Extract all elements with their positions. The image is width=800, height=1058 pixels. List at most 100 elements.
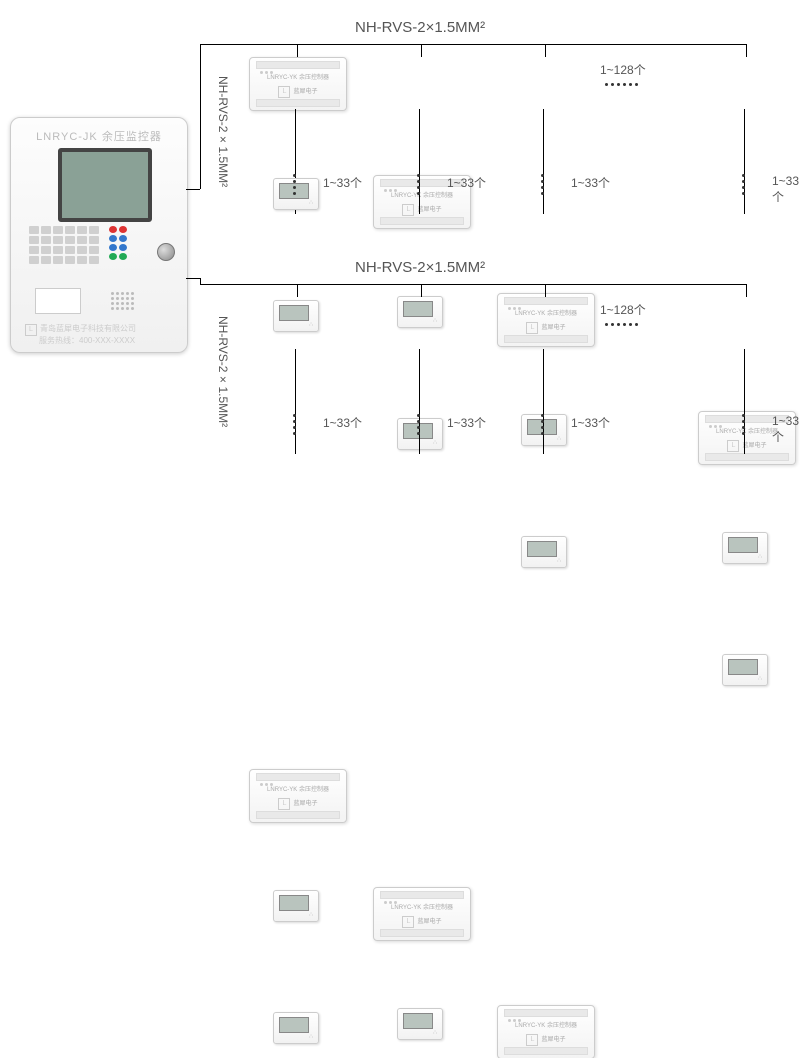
dots-horizontal (605, 323, 638, 326)
panel-dots: ∴ (309, 1033, 314, 1040)
module-label: LNRYC-YK 余压控制器 (250, 72, 346, 81)
panel-dots: ∴ (309, 321, 314, 328)
dots-vertical (742, 414, 745, 435)
panel-unit: ∴ (722, 532, 768, 564)
panel-dots: ∴ (433, 317, 438, 324)
controller-module: LNRYC-YK 余压控制器 L蓝犀电子 (249, 769, 347, 823)
module-label: LNRYC-YK 余压控制器 (374, 902, 470, 911)
dots-horizontal (605, 83, 638, 86)
panel-count-label: 1~33个 (772, 414, 800, 445)
conn-stub-2h (186, 278, 200, 279)
bus-top (200, 44, 746, 45)
drop-line (746, 284, 747, 297)
controller-knob (157, 243, 175, 261)
bus-label-top: NH-RVS-2×1.5MM² (355, 19, 485, 36)
controller-keypad (29, 226, 99, 264)
module-brand: L蓝犀电子 (498, 322, 594, 334)
module-brand: L蓝犀电子 (374, 916, 470, 928)
panel-count-label: 1~33个 (447, 414, 486, 431)
module-logo-icon: L (278, 86, 290, 98)
panel-unit: ∴ (521, 414, 567, 446)
panel-unit: ∴ (397, 1008, 443, 1040)
drop-line (421, 44, 422, 57)
conn-stub-1v (200, 44, 201, 189)
drop-line (297, 284, 298, 297)
module-logo-icon: L (402, 204, 414, 216)
panel-unit: ∴ (722, 654, 768, 686)
controller-module: LNRYC-YK 余压控制器 L蓝犀电子 (249, 57, 347, 111)
panel-count-label: 1~33个 (323, 414, 362, 431)
panel-dots: ∴ (758, 553, 763, 560)
module-logo-icon: L (526, 322, 538, 334)
panel-line (419, 349, 420, 454)
controller-title: LNRYC-JK 余压监控器 (11, 128, 187, 144)
panel-unit: ∴ (273, 178, 319, 210)
bus-bottom (200, 284, 746, 285)
controller-side-buttons (109, 226, 127, 260)
panel-line (744, 109, 745, 214)
panel-line (744, 349, 745, 454)
module-count-label: 1~128个 (600, 61, 646, 78)
dots-vertical (417, 174, 420, 195)
panel-count-label: 1~33个 (571, 174, 610, 191)
panel-unit: ∴ (273, 890, 319, 922)
vert-cable-label-top: NH-RVS-2×1.5MM² (216, 76, 230, 187)
controller-logo-icon: L (25, 324, 37, 336)
panel-line (543, 109, 544, 214)
panel-dots: ∴ (309, 911, 314, 918)
vert-cable-label-bottom: NH-RVS-2×1.5MM² (216, 316, 230, 427)
diagram-canvas: LNRYC-JK 余压监控器 L青岛蓝犀电子科技有限公司 服务热线：400-XX… (0, 0, 800, 529)
panel-lcd (279, 305, 309, 321)
panel-dots: ∴ (557, 557, 562, 564)
module-label: LNRYC-YK 余压控制器 (498, 308, 594, 317)
drop-line (545, 44, 546, 57)
panel-unit: ∴ (397, 296, 443, 328)
panel-lcd (279, 1017, 309, 1033)
panel-dots: ∴ (309, 199, 314, 206)
controller-card-slot (35, 288, 81, 314)
module-count-label: 1~128个 (600, 301, 646, 318)
panel-count-label: 1~33个 (571, 414, 610, 431)
module-label: LNRYC-YK 余压控制器 (498, 1020, 594, 1029)
drop-line (421, 284, 422, 297)
module-brand: L蓝犀电子 (250, 798, 346, 810)
panel-unit: ∴ (397, 418, 443, 450)
panel-line (419, 109, 420, 214)
panel-line (543, 349, 544, 454)
controller-module: LNRYC-YK 余压控制器 L蓝犀电子 (373, 887, 471, 941)
module-brand: L蓝犀电子 (374, 204, 470, 216)
panel-count-label: 1~33个 (447, 174, 486, 191)
module-logo-icon: L (526, 1034, 538, 1046)
dots-vertical (742, 174, 745, 195)
controller-hotline: 服务热线：400-XXX-XXXX (39, 335, 135, 346)
panel-dots: ∴ (758, 675, 763, 682)
module-brand: L蓝犀电子 (498, 1034, 594, 1046)
module-label: LNRYC-YK 余压控制器 (250, 784, 346, 793)
panel-unit: ∴ (521, 536, 567, 568)
panel-unit: ∴ (273, 1012, 319, 1044)
module-logo-icon: L (402, 916, 414, 928)
module-logo-icon: L (278, 798, 290, 810)
panel-lcd (403, 301, 433, 317)
conn-stub-1h (186, 189, 200, 190)
panel-dots: ∴ (433, 1029, 438, 1036)
panel-count-label: 1~33个 (772, 174, 800, 205)
dots-vertical (541, 174, 544, 195)
panel-line (295, 349, 296, 454)
drop-line (746, 44, 747, 57)
dots-vertical (293, 414, 296, 435)
module-label: LNRYC-YK 余压控制器 (374, 190, 470, 199)
controller-screen (58, 148, 152, 222)
panel-count-label: 1~33个 (323, 174, 362, 191)
drop-line (545, 284, 546, 297)
panel-lcd (728, 537, 758, 553)
panel-lcd (527, 541, 557, 557)
controller-module: LNRYC-YK 余压控制器 L蓝犀电子 (497, 293, 595, 347)
panel-dots: ∴ (557, 435, 562, 442)
dots-vertical (541, 414, 544, 435)
controller-company: 青岛蓝犀电子科技有限公司 (40, 324, 136, 333)
module-logo-icon: L (727, 440, 739, 452)
dots-vertical (417, 414, 420, 435)
panel-dots: ∴ (433, 439, 438, 446)
controller-speaker-grille (111, 292, 134, 310)
